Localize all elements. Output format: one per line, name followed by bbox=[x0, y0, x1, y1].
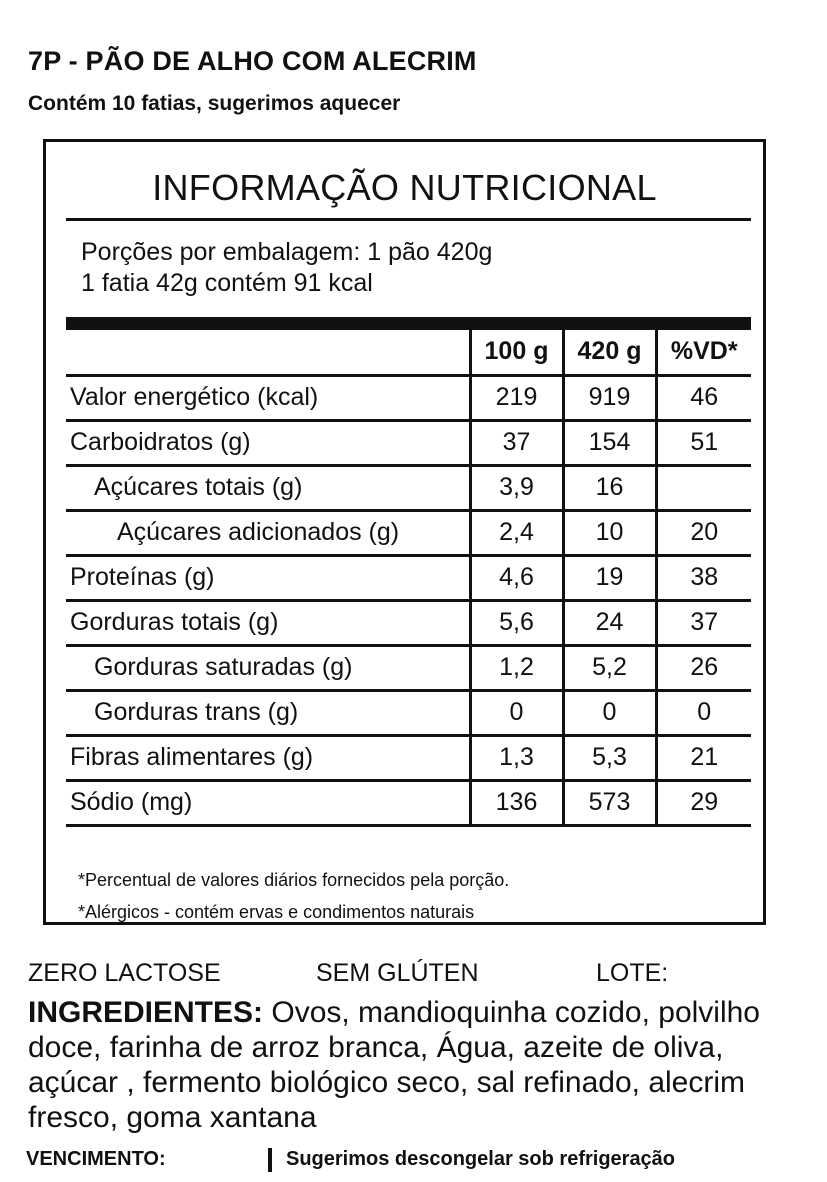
nutrition-row: Gorduras saturadas (g) 1,2 5,2 26 bbox=[66, 645, 751, 692]
footnote-allergens: *Alérgicos - contém ervas e condimentos … bbox=[78, 902, 475, 922]
value-vd: 38 bbox=[654, 555, 751, 602]
value-420g: 16 bbox=[561, 465, 656, 512]
table-header-row: 100 g 420 g %VD* bbox=[66, 330, 751, 377]
nutrient-label: Valor energético (kcal) bbox=[66, 375, 470, 422]
header-blank bbox=[66, 330, 470, 377]
value-420g: 5,3 bbox=[561, 735, 656, 782]
nutrient-label: Açúcares adicionados (g) bbox=[66, 510, 470, 557]
nutrient-label: Proteínas (g) bbox=[66, 555, 470, 602]
gluten-free-label: SEM GLÚTEN bbox=[316, 959, 479, 987]
nutrition-table: 100 g 420 g %VD* Valor energético (kcal)… bbox=[66, 330, 751, 827]
ingredients-text: Ovos, mandioquinha cozido, polvilho doce… bbox=[28, 996, 760, 1134]
servings-per-package: Porções por embalagem: 1 pão 420g bbox=[81, 238, 493, 266]
header-vd: %VD* bbox=[654, 330, 751, 377]
value-420g: 0 bbox=[561, 690, 656, 737]
ingredients-heading: INGREDIENTES: bbox=[28, 996, 264, 1029]
value-100g: 0 bbox=[468, 690, 563, 737]
nutrient-label: Gorduras saturadas (g) bbox=[66, 645, 470, 692]
value-vd: 20 bbox=[654, 510, 751, 557]
value-420g: 19 bbox=[561, 555, 656, 602]
value-100g: 219 bbox=[468, 375, 563, 422]
value-100g: 2,4 bbox=[468, 510, 563, 557]
nutrient-label: Gorduras totais (g) bbox=[66, 600, 470, 647]
value-vd: 0 bbox=[654, 690, 751, 737]
header-rule bbox=[66, 317, 751, 330]
nutrition-panel: INFORMAÇÃO NUTRICIONAL Porções por embal… bbox=[43, 139, 766, 925]
nutrition-row: Valor energético (kcal) 219 919 46 bbox=[66, 375, 751, 422]
value-vd: 51 bbox=[654, 420, 751, 467]
nutrition-row: Fibras alimentares (g) 1,3 5,3 21 bbox=[66, 735, 751, 782]
nutrition-row: Sódio (mg) 136 573 29 bbox=[66, 780, 751, 827]
nutrition-row: Carboidratos (g) 37 154 51 bbox=[66, 420, 751, 467]
nutrient-label: Gorduras trans (g) bbox=[66, 690, 470, 737]
value-420g: 154 bbox=[561, 420, 656, 467]
nutrition-row: Gorduras totais (g) 5,6 24 37 bbox=[66, 600, 751, 647]
value-vd bbox=[654, 465, 751, 512]
nutrition-row: Gorduras trans (g) 0 0 0 bbox=[66, 690, 751, 737]
nutrition-row: Proteínas (g) 4,6 19 38 bbox=[66, 555, 751, 602]
value-420g: 10 bbox=[561, 510, 656, 557]
value-vd: 37 bbox=[654, 600, 751, 647]
value-100g: 136 bbox=[468, 780, 563, 827]
value-420g: 5,2 bbox=[561, 645, 656, 692]
product-subtitle: Contém 10 fatias, sugerimos aquecer bbox=[28, 92, 401, 115]
nutrient-label: Carboidratos (g) bbox=[66, 420, 470, 467]
nutrient-label: Açúcares totais (g) bbox=[66, 465, 470, 512]
value-vd: 21 bbox=[654, 735, 751, 782]
value-420g: 573 bbox=[561, 780, 656, 827]
title-rule bbox=[66, 218, 751, 221]
lot-label: LOTE: bbox=[596, 959, 669, 987]
value-100g: 3,9 bbox=[468, 465, 563, 512]
value-vd: 29 bbox=[654, 780, 751, 827]
value-100g: 1,2 bbox=[468, 645, 563, 692]
nutrient-label: Fibras alimentares (g) bbox=[66, 735, 470, 782]
footer-divider bbox=[268, 1148, 272, 1172]
value-vd: 46 bbox=[654, 375, 751, 422]
value-100g: 4,6 bbox=[468, 555, 563, 602]
nutrition-row: Açúcares adicionados (g) 2,4 10 20 bbox=[66, 510, 751, 557]
storage-note: Sugerimos descongelar sob refrigeração bbox=[286, 1148, 676, 1170]
value-vd: 26 bbox=[654, 645, 751, 692]
slice-calories: 1 fatia 42g contém 91 kcal bbox=[81, 269, 373, 297]
product-title: 7P - PÃO DE ALHO COM ALECRIM bbox=[28, 46, 477, 76]
header-420g: 420 g bbox=[561, 330, 656, 377]
value-100g: 37 bbox=[468, 420, 563, 467]
footnote-vd: *Percentual de valores diários fornecido… bbox=[78, 870, 510, 890]
value-100g: 5,6 bbox=[468, 600, 563, 647]
nutrition-row: Açúcares totais (g) 3,9 16 bbox=[66, 465, 751, 512]
header-100g: 100 g bbox=[468, 330, 563, 377]
panel-title: INFORMAÇÃO NUTRICIONAL bbox=[152, 167, 657, 208]
value-100g: 1,3 bbox=[468, 735, 563, 782]
value-420g: 24 bbox=[561, 600, 656, 647]
nutrient-label: Sódio (mg) bbox=[66, 780, 470, 827]
expiry-label: VENCIMENTO: bbox=[26, 1148, 166, 1170]
zero-lactose-label: ZERO LACTOSE bbox=[28, 959, 221, 987]
ingredients: INGREDIENTES: Ovos, mandioquinha cozido,… bbox=[28, 995, 798, 1135]
value-420g: 919 bbox=[561, 375, 656, 422]
